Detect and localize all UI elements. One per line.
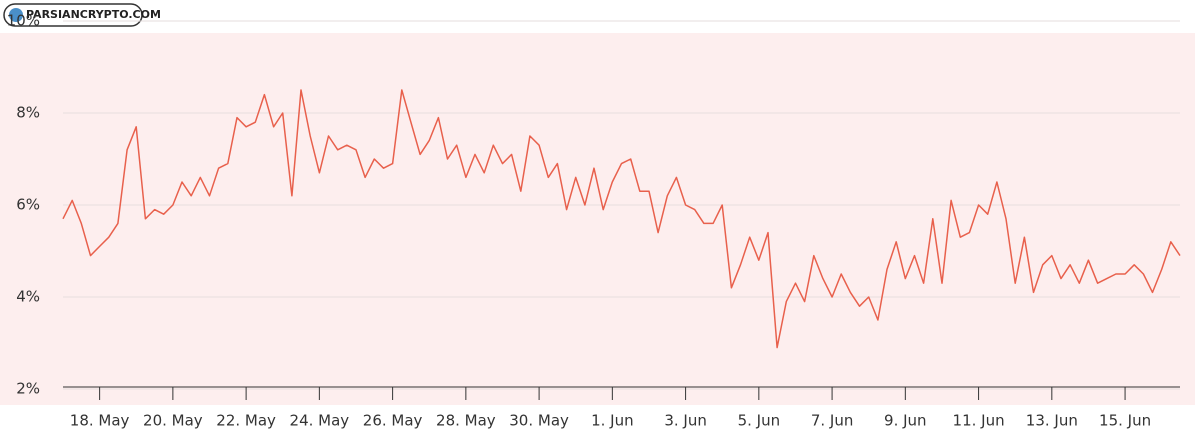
badge-icon xyxy=(9,8,23,22)
x-tick-label: 30. May xyxy=(509,412,569,430)
x-tick-label: 1. Jun xyxy=(591,412,634,430)
x-tick-label: 20. May xyxy=(143,412,203,430)
x-tick-label: 15. Jun xyxy=(1099,412,1151,430)
plot-background xyxy=(0,33,1195,405)
x-tick-label: 3. Jun xyxy=(664,412,707,430)
x-tick-label: 9. Jun xyxy=(884,412,927,430)
y-tick-label: 10% xyxy=(7,12,40,30)
y-tick-label: 8% xyxy=(16,104,40,122)
x-tick-label: 13. Jun xyxy=(1026,412,1078,430)
y-tick-label: 4% xyxy=(16,288,40,306)
x-tick-label: 22. May xyxy=(216,412,276,430)
x-tick-label: 28. May xyxy=(436,412,496,430)
x-tick-label: 5. Jun xyxy=(738,412,781,430)
x-tick-label: 11. Jun xyxy=(953,412,1005,430)
watermark-badge: PARSIANCRYPTO.COM xyxy=(3,3,161,27)
data-line xyxy=(62,89,1181,349)
x-tick-label: 26. May xyxy=(363,412,423,430)
y-tick-label: 2% xyxy=(16,380,40,398)
y-tick-label: 6% xyxy=(16,196,40,214)
x-tick-label: 7. Jun xyxy=(811,412,854,430)
x-tick-label: 18. May xyxy=(70,412,130,430)
watermark-text: PARSIANCRYPTO.COM xyxy=(26,8,161,21)
x-tick-label: 24. May xyxy=(290,412,350,430)
